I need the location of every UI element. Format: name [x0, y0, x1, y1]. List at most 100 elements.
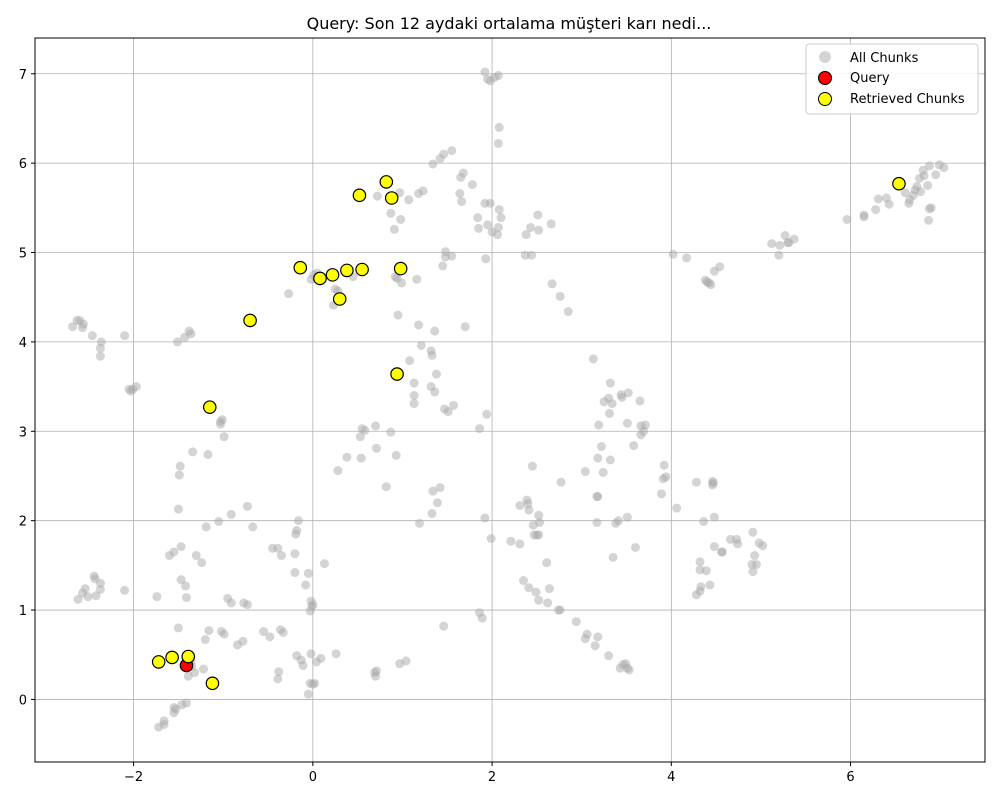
chunk-point — [284, 289, 294, 299]
chunk-point — [630, 542, 640, 552]
chunk-point — [197, 558, 207, 568]
chunk-point — [191, 551, 201, 561]
chunk-point — [360, 425, 370, 435]
y-tick-label: 5 — [19, 247, 27, 262]
retrieved-chunk-point — [384, 191, 399, 205]
chunk-point — [303, 689, 313, 699]
chunk-point — [871, 205, 881, 215]
chunk-point — [709, 512, 719, 522]
chunk-point — [515, 539, 525, 549]
chunk-point — [89, 571, 99, 581]
chunk-point — [333, 466, 343, 476]
chunk-point — [305, 606, 315, 616]
chunk-point — [789, 234, 799, 244]
chunk-point — [604, 408, 614, 418]
chunk-point — [859, 210, 869, 220]
chunk-point — [430, 326, 440, 336]
chunk-point — [176, 542, 186, 552]
chunk-point — [298, 660, 308, 670]
chunk-point — [278, 627, 288, 637]
chunk-point — [617, 392, 627, 402]
chunk-point — [506, 536, 516, 546]
axes-frame — [34, 37, 986, 763]
chunk-point — [492, 230, 502, 240]
chunk-point — [543, 598, 553, 608]
retrieved-chunk-point — [293, 260, 308, 275]
chunk-point — [435, 483, 445, 493]
chunk-point — [931, 170, 941, 180]
chunk-point — [494, 122, 504, 132]
chunk-point — [430, 387, 440, 397]
chunk-point — [401, 656, 411, 666]
chunk-point — [474, 223, 484, 233]
chunk-point — [780, 231, 790, 241]
chunk-point — [480, 513, 490, 523]
chunk-point — [695, 557, 705, 567]
chunk-point — [605, 378, 615, 388]
chunk-point — [274, 667, 284, 677]
chunk-point — [306, 649, 316, 659]
chunk-point — [200, 635, 210, 645]
chunk-point — [659, 460, 669, 470]
chunk-point — [393, 310, 403, 320]
chunk-point — [216, 419, 226, 429]
chunk-point — [556, 477, 566, 487]
chunk-point — [534, 225, 544, 235]
chunk-point — [409, 391, 419, 401]
chunk-point — [593, 632, 603, 642]
retrieved-chunk-point — [181, 649, 196, 664]
chunk-point — [396, 214, 406, 224]
chunk-point — [414, 320, 424, 330]
chunk-point — [775, 240, 785, 250]
chunk-point — [486, 534, 496, 544]
chunk-point — [95, 351, 105, 361]
retrieved-chunk-point — [325, 268, 340, 282]
chunk-point — [198, 664, 208, 674]
chunk-point — [409, 399, 419, 409]
chunk-point — [774, 250, 784, 260]
chunk-point — [73, 594, 83, 604]
legend-marker-query — [818, 71, 832, 85]
chunk-point — [758, 541, 768, 551]
chunk-point — [515, 500, 525, 510]
y-tick-label: 7 — [19, 68, 27, 83]
chunk-point — [535, 517, 545, 527]
chunk-point — [725, 534, 735, 544]
chunk-point — [590, 641, 600, 651]
chunk-point — [555, 291, 565, 301]
retrieved-chunk-point — [892, 176, 906, 191]
y-tick-label: 3 — [19, 425, 27, 440]
chunk-point — [293, 516, 303, 526]
chunk-point — [428, 486, 438, 496]
chunk-point — [226, 509, 236, 519]
chunk-point — [701, 566, 711, 576]
chunk-point — [457, 197, 467, 207]
chunk-point — [159, 719, 169, 729]
chunk-point — [571, 617, 581, 627]
chunk-point — [580, 634, 590, 644]
chunk-point — [432, 369, 442, 379]
y-tick-label: 6 — [19, 157, 27, 172]
chunk-point — [767, 239, 777, 249]
chunk-point — [672, 503, 682, 513]
chunk-point — [527, 250, 537, 260]
chunk-point — [78, 323, 87, 333]
chunk-point — [306, 274, 316, 284]
chunk-point — [709, 542, 719, 552]
chunk-point — [604, 651, 614, 661]
chunk-point — [483, 220, 493, 230]
chunk-point — [173, 623, 183, 633]
chunk-point — [608, 552, 618, 562]
chunk-point — [371, 443, 381, 453]
chunk-point — [416, 340, 426, 350]
chunk-point — [310, 678, 320, 688]
chunk-point — [164, 551, 174, 561]
chunk-point — [598, 467, 608, 477]
legend-label-retrieved-chunks: Retrieved Chunks — [850, 92, 965, 107]
chunk-point — [439, 621, 449, 631]
chunk-point — [481, 254, 491, 264]
chunk-point — [203, 450, 213, 460]
chunk-point — [460, 322, 470, 332]
chunk-point — [533, 210, 543, 220]
chunk-point — [635, 396, 645, 406]
